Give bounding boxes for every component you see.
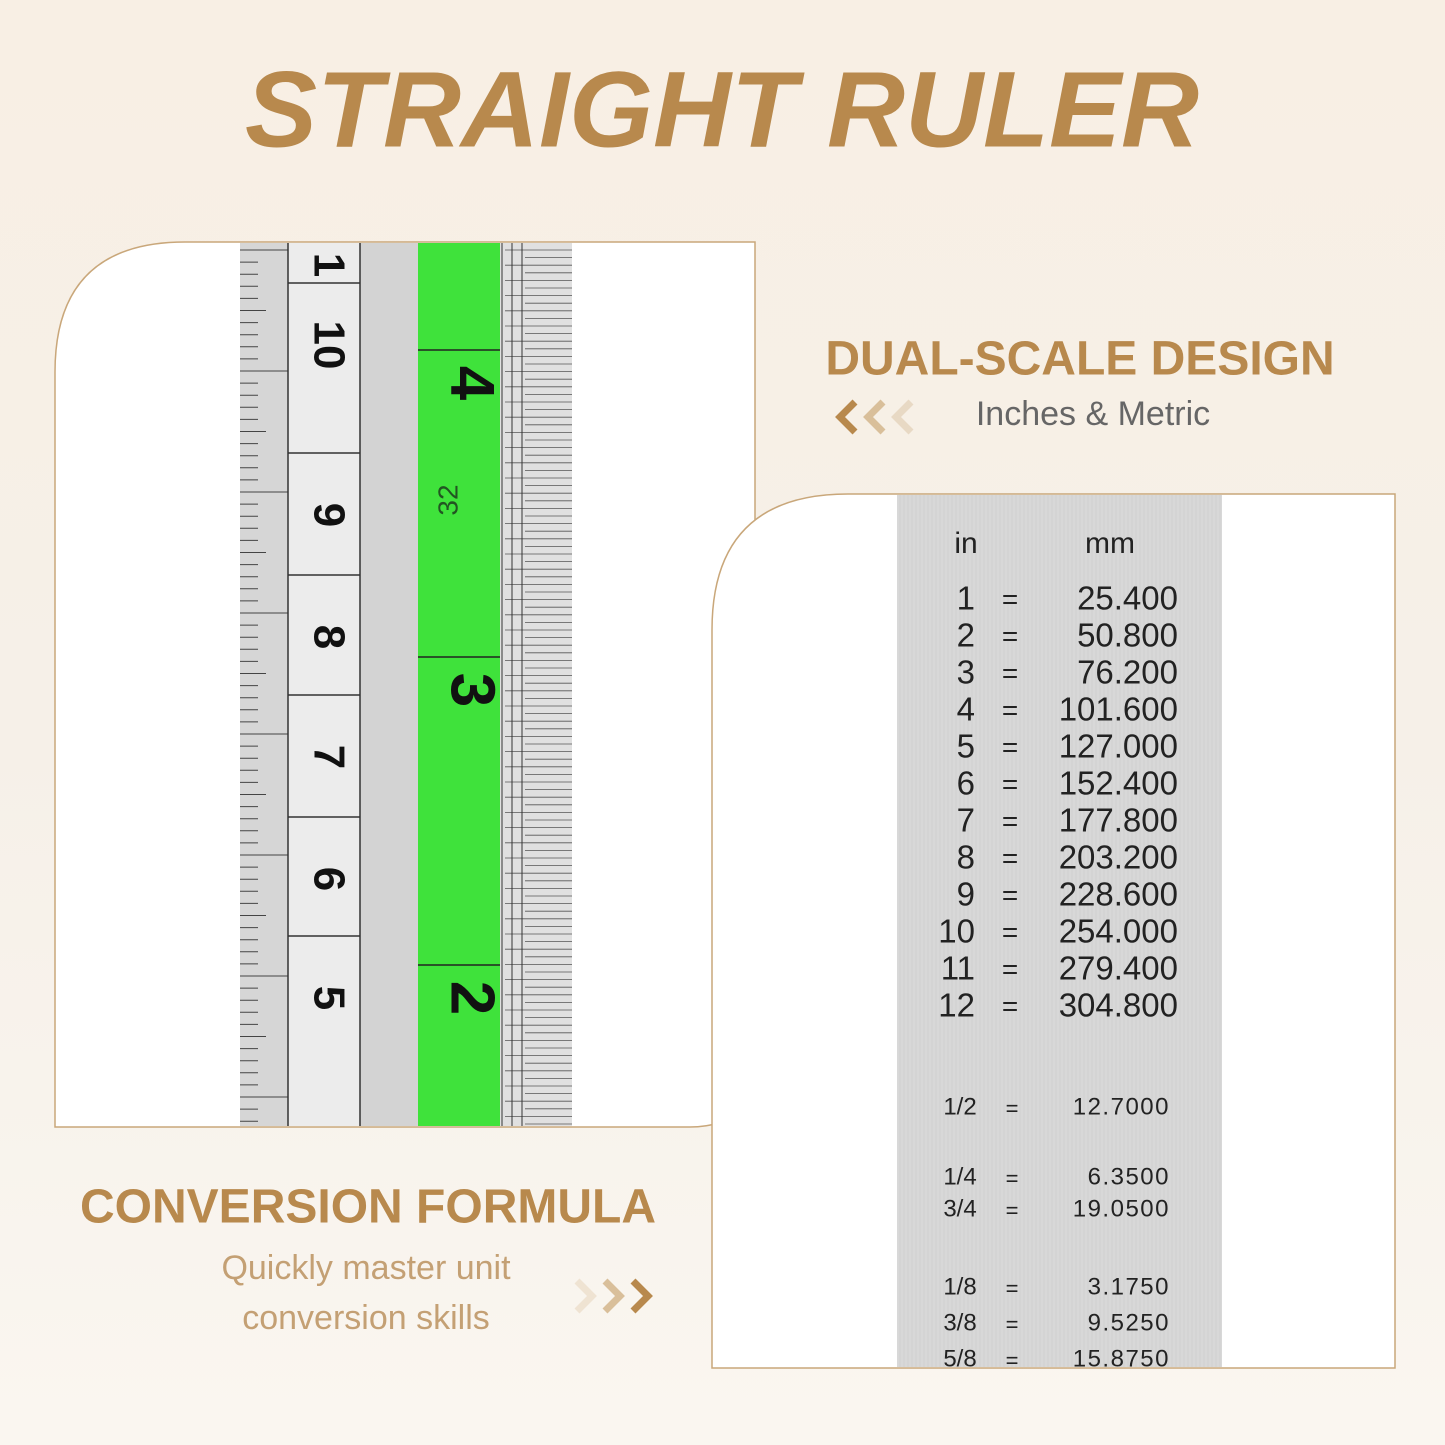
inch-value: 2 bbox=[957, 617, 975, 654]
column-header: in bbox=[954, 527, 977, 560]
mm-value: 203.200 bbox=[1059, 839, 1178, 876]
feature-heading: CONVERSION FORMULA bbox=[80, 1181, 656, 1234]
separator: = bbox=[1002, 657, 1018, 688]
fraction: 3/8 bbox=[943, 1309, 976, 1336]
mm-value: 76.200 bbox=[1077, 654, 1178, 691]
green-strip bbox=[418, 243, 500, 1126]
inch-value: 7 bbox=[957, 802, 975, 839]
separator: = bbox=[1002, 842, 1018, 873]
number-plate bbox=[288, 243, 360, 1126]
separator: = bbox=[1006, 1198, 1019, 1223]
fraction: 1/4 bbox=[943, 1163, 976, 1190]
inch-value: 1 bbox=[957, 580, 975, 617]
mm-value: 279.400 bbox=[1059, 950, 1178, 987]
cm-label: 6 bbox=[304, 867, 353, 891]
cm-label: 9 bbox=[304, 503, 353, 527]
fraction: 1/8 bbox=[943, 1273, 976, 1300]
separator: = bbox=[1006, 1166, 1019, 1191]
cm-label: 5 bbox=[304, 986, 353, 1010]
mm-value: 177.800 bbox=[1059, 802, 1178, 839]
mm-value: 9.5250 bbox=[1088, 1309, 1170, 1336]
separator: = bbox=[1002, 990, 1018, 1021]
inch-value: 8 bbox=[957, 839, 975, 876]
inch-value: 5 bbox=[957, 728, 975, 765]
separator: = bbox=[1006, 1348, 1019, 1373]
inch-label: 3 bbox=[438, 673, 507, 707]
separator: = bbox=[1002, 583, 1018, 614]
right-chevrons bbox=[574, 1278, 653, 1314]
separator: = bbox=[1002, 731, 1018, 762]
cm-label: 8 bbox=[304, 625, 353, 649]
separator: = bbox=[1006, 1312, 1019, 1337]
inch-label: 4 bbox=[438, 366, 507, 401]
separator: = bbox=[1002, 879, 1018, 910]
cm-label: 10 bbox=[304, 321, 353, 370]
mm-value: 3.1750 bbox=[1088, 1273, 1170, 1300]
feature-subheading: conversion skills bbox=[242, 1299, 490, 1337]
tick-strip bbox=[240, 243, 290, 1126]
small-label: 32 bbox=[432, 484, 463, 515]
cm-label: 7 bbox=[304, 745, 353, 769]
silver-strip bbox=[360, 243, 418, 1126]
separator: = bbox=[1006, 1096, 1019, 1121]
inch-value: 10 bbox=[938, 913, 975, 950]
mm-value: 19.0500 bbox=[1073, 1195, 1170, 1222]
mm-value: 15.8750 bbox=[1073, 1345, 1170, 1372]
inch-value: 11 bbox=[941, 950, 975, 987]
separator: = bbox=[1002, 916, 1018, 947]
left-chevrons bbox=[835, 399, 914, 435]
mm-value: 228.600 bbox=[1059, 876, 1178, 913]
mm-value: 127.000 bbox=[1059, 728, 1178, 765]
inch-value: 12 bbox=[938, 987, 975, 1024]
separator: = bbox=[1002, 768, 1018, 799]
inch-value: 9 bbox=[957, 876, 975, 913]
fraction: 1/2 bbox=[943, 1093, 976, 1120]
title: STRAIGHT RULER bbox=[245, 49, 1199, 170]
mm-value: 152.400 bbox=[1059, 765, 1178, 802]
mm-value: 50.800 bbox=[1077, 617, 1178, 654]
separator: = bbox=[1002, 805, 1018, 836]
cm-label: 1 bbox=[304, 253, 353, 277]
mm-value: 304.800 bbox=[1059, 987, 1178, 1024]
mm-value: 12.7000 bbox=[1073, 1093, 1170, 1120]
mm-value: 101.600 bbox=[1059, 691, 1178, 728]
inch-label: 2 bbox=[438, 981, 507, 1015]
separator: = bbox=[1002, 953, 1018, 984]
inch-value: 6 bbox=[957, 765, 975, 802]
fraction: 3/4 bbox=[943, 1195, 976, 1222]
mm-value: 6.3500 bbox=[1088, 1163, 1170, 1190]
inch-value: 3 bbox=[957, 654, 975, 691]
separator: = bbox=[1002, 620, 1018, 651]
column-header: mm bbox=[1085, 527, 1135, 560]
inch-value: 4 bbox=[957, 691, 975, 728]
mm-value: 25.400 bbox=[1077, 580, 1178, 617]
feature-subheading: Inches & Metric bbox=[976, 395, 1210, 433]
separator: = bbox=[1006, 1276, 1019, 1301]
conversion-table: in mm 1 = 25.400 2 = 50.800 3 = 76.200 4 = 101.600 5 = 1… bbox=[897, 495, 1222, 1373]
mm-value: 254.000 bbox=[1059, 913, 1178, 950]
feature-heading: DUAL-SCALE DESIGN bbox=[825, 333, 1334, 386]
separator: = bbox=[1002, 694, 1018, 725]
fraction: 5/8 bbox=[943, 1345, 976, 1372]
feature-subheading: Quickly master unit bbox=[221, 1249, 511, 1287]
